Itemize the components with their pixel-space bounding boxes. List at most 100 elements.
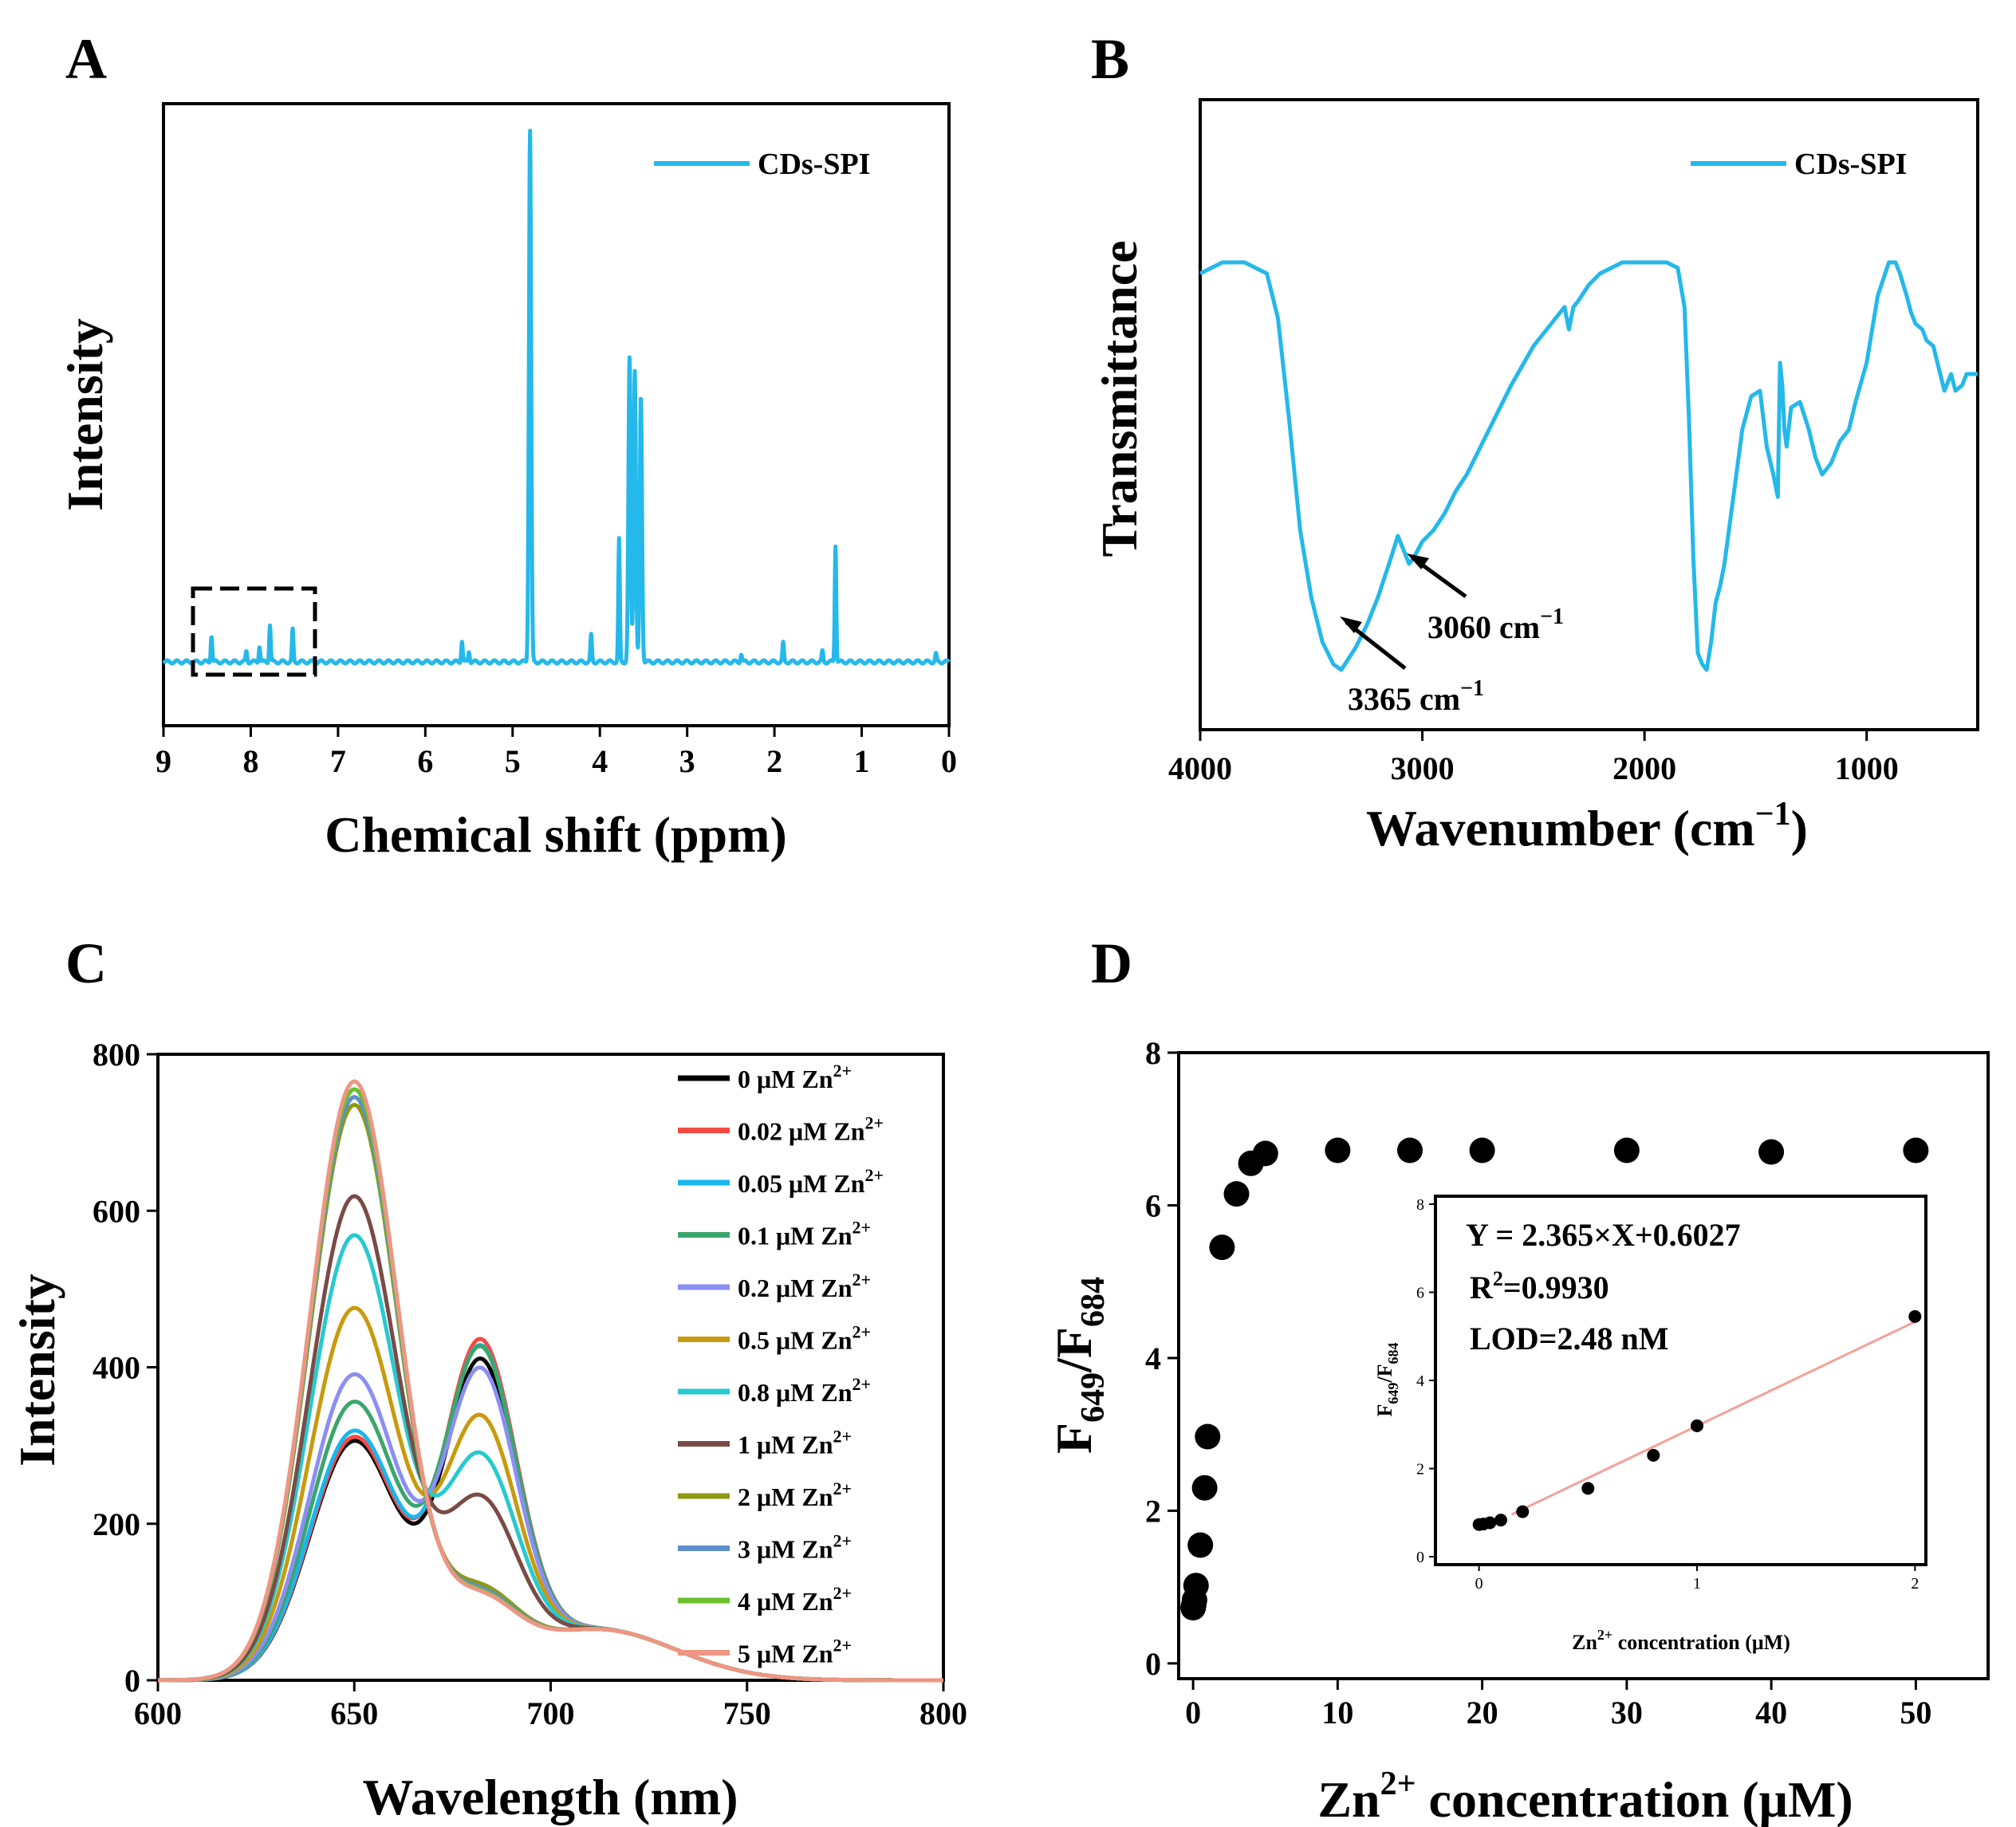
panel-a-y-title: Intensity (57, 318, 113, 511)
panel-d-inset-y-tick-label: 6 (1416, 1285, 1424, 1302)
panel-d-data-point (1758, 1139, 1785, 1165)
panel-c-x-tick-label: 800 (919, 1695, 967, 1731)
panel-b-x-title: Wavenumber (cm−1) (1366, 796, 1808, 856)
panel-b-legend-label: CDs-SPI (1794, 148, 1907, 181)
panel-c-legend-label-main: 0.1 μM Zn (738, 1222, 852, 1250)
panel-c-legend-label: 0.05 μM Zn2+ (738, 1165, 884, 1198)
panel-c-legend-label: 2 μM Zn2+ (738, 1479, 852, 1511)
panel-c-legend-label: 0.2 μM Zn2+ (738, 1270, 871, 1302)
panel-c-legend-label-sup: 2+ (833, 1636, 852, 1656)
panel-b-x-tick-label: 2000 (1612, 750, 1676, 786)
panel-d-y-title: F649/F684 (1045, 1277, 1112, 1454)
panel-c-legend-label-sup: 2+ (833, 1479, 852, 1498)
panel-a: A 9 8 7 6 5 4 3 2 1 0 CDs-SPI Chemical shift (ppm… (57, 27, 957, 863)
panel-c-legend-label-sup: 2+ (852, 1218, 871, 1238)
panel-a-x-tick-label: 5 (505, 743, 521, 779)
panel-c-legend-label: 1 μM Zn2+ (738, 1427, 852, 1459)
panel-a-x-title: Chemical shift (ppm) (325, 806, 787, 863)
panel-c-x-tick-label: 600 (134, 1695, 182, 1731)
panel-c-legend-label-sup: 2+ (852, 1374, 871, 1394)
panel-d-y-tick-label: 6 (1145, 1187, 1161, 1223)
panel-c-legend-label-sup: 2+ (864, 1113, 884, 1133)
panel-a-letter: A (65, 27, 107, 91)
panel-b-annot-3365: 3365 cm−1 (1348, 676, 1484, 717)
panel-c-y-tick-label: 600 (93, 1193, 140, 1229)
panel-c-legend-label: 0.8 μM Zn2+ (738, 1374, 871, 1407)
panel-d-data-point (1325, 1137, 1351, 1164)
panel-a-x-tick-label: 9 (156, 743, 171, 779)
panel-d-inset-data-point (1647, 1448, 1660, 1462)
panel-d-inset-x-tick-label: 0 (1475, 1575, 1483, 1593)
panel-b-series-line (1199, 260, 1978, 672)
panel-b: B 4000 3000 2000 1000 CDs-SPI 3060 cm−1 336… (1091, 27, 1979, 856)
panel-a-x-tick-label: 6 (417, 743, 433, 779)
panel-c-legend-label-main: 0.8 μM Zn (738, 1378, 852, 1407)
panel-a-x-tick-label: 3 (679, 743, 695, 779)
panel-c-legend-label-sup: 2+ (833, 1427, 852, 1447)
panel-c-legend-label-main: 3 μM Zn (738, 1535, 833, 1564)
panel-d-y-tick-label: 8 (1145, 1035, 1161, 1071)
panel-c-legend-label-main: 0.05 μM Zn (738, 1169, 865, 1198)
panel-d-x-tick-label: 20 (1467, 1695, 1498, 1731)
panel-c-legend-label-main: 0.2 μM Zn (738, 1274, 852, 1302)
panel-d-inset-x-title: Zn2+ concentration (μM) (1572, 1627, 1790, 1654)
panel-d-data-point (1183, 1573, 1209, 1599)
panel-b-x-axis: 4000 3000 2000 1000 (1168, 730, 1899, 786)
panel-d-inset-fit-line (1511, 1321, 1916, 1516)
panel-d-x-tick-label: 30 (1611, 1695, 1643, 1731)
panel-d-y-tick-label: 0 (1145, 1646, 1161, 1682)
panel-d-x-tick-label: 50 (1900, 1695, 1931, 1731)
panel-c-legend-label-sup: 2+ (833, 1583, 852, 1603)
panel-c-legend-label-main: 5 μM Zn (738, 1640, 833, 1668)
panel-c-legend-label-main: 0.02 μM Zn (738, 1117, 865, 1146)
panel-c-y-title: Intensity (9, 1274, 65, 1467)
panel-d-data-point (1187, 1532, 1214, 1558)
panel-c-legend-label: 0 μM Zn2+ (738, 1061, 852, 1093)
panel-d-inset-data-point (1908, 1309, 1922, 1323)
panel-d-points (1180, 1137, 1929, 1620)
panel-c-letter: C (65, 931, 107, 995)
panel-d-inset-y-tick-label: 8 (1416, 1196, 1424, 1214)
panel-a-x-tick-label: 2 (766, 743, 782, 779)
panel-b-x-tick-label: 3000 (1391, 750, 1455, 786)
panel-d-inset-y-title: F649/F684 (1373, 1343, 1401, 1417)
panel-c-legend-label-sup: 2+ (864, 1165, 884, 1185)
panel-d-frame (1177, 1051, 1990, 1680)
panel-a-x-tick-label: 0 (941, 743, 957, 779)
panel-c-legend-label-main: 4 μM Zn (738, 1587, 833, 1616)
panel-d-x-tick-label: 0 (1185, 1695, 1201, 1731)
panel-d-data-point (1397, 1137, 1423, 1164)
panel-c-x-tick-label: 750 (723, 1695, 771, 1731)
panel-c-series-group (157, 1079, 943, 1683)
panel-d-y-tick-label: 4 (1145, 1341, 1161, 1376)
panel-a-legend-label: CDs-SPI (758, 148, 870, 181)
panel-d-data-point (1209, 1234, 1235, 1261)
panel-b-annot-3060: 3060 cm−1 (1427, 604, 1564, 645)
panel-c-x-tick-label: 650 (330, 1695, 378, 1731)
panel-d-data-point (1252, 1140, 1278, 1167)
panel-d-inset-x-tick-label: 1 (1693, 1575, 1701, 1593)
panel-c-legend: 0 μM Zn2+0.02 μM Zn2+0.05 μM Zn2+0.1 μM … (678, 1061, 884, 1668)
panel-d-x-title: Zn2+ concentration (μM) (1317, 1766, 1853, 1827)
panel-d-inset-data-point (1581, 1482, 1595, 1495)
panel-d-data-point (1469, 1137, 1495, 1164)
panel-d-inset-data-point (1483, 1516, 1497, 1530)
panel-c-legend-label-main: 1 μM Zn (738, 1431, 833, 1459)
panel-a-dashed-box (191, 586, 317, 677)
panel-d-data-point (1613, 1137, 1640, 1164)
panel-c-y-tick-label: 800 (93, 1037, 140, 1073)
panel-c-legend-label: 0.5 μM Zn2+ (738, 1322, 871, 1355)
panel-b-x-tick-label: 4000 (1168, 750, 1232, 786)
panel-c-legend-label-main: 0.5 μM Zn (738, 1326, 852, 1355)
panel-c-legend-label-sup: 2+ (852, 1322, 871, 1342)
panel-d-inset-lod: LOD=2.48 nM (1470, 1321, 1668, 1356)
panel-b-frame (1199, 98, 1979, 731)
panel-d-inset-data-point (1691, 1419, 1703, 1432)
panel-c-legend-label: 5 μM Zn2+ (738, 1636, 852, 1668)
panel-b-y-title: Transmittance (1091, 241, 1148, 557)
panel-d-data-point (1903, 1137, 1929, 1164)
panel-c-x-title: Wavelength (nm) (362, 1769, 738, 1825)
